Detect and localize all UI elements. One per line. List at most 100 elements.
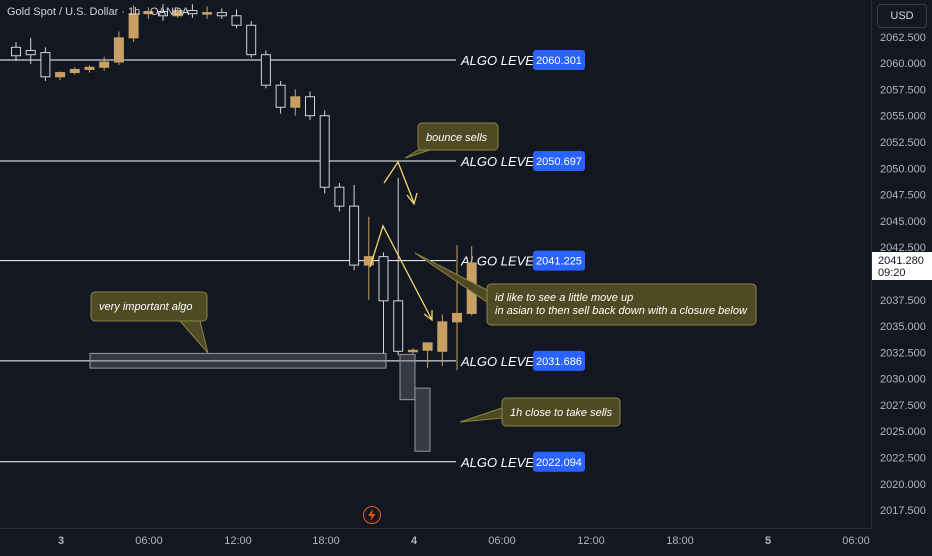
price-tick-label: 2032.500: [880, 347, 926, 359]
candle[interactable]: [393, 177, 404, 356]
candle[interactable]: [422, 342, 433, 369]
candle-body: [319, 115, 330, 188]
time-tick-label: 5: [765, 535, 771, 547]
callout-pointer: [459, 407, 503, 423]
price-tick-label: 2020.000: [880, 479, 926, 491]
price-tick-label: 2025.000: [880, 426, 926, 438]
candle[interactable]: [11, 42, 21, 62]
candle[interactable]: [40, 47, 51, 81]
annotation-callout[interactable]: bounce sells: [404, 122, 499, 159]
candle-body: [113, 37, 124, 63]
candle[interactable]: [231, 9, 242, 29]
candle[interactable]: [319, 110, 330, 194]
candle-body: [349, 205, 360, 266]
algo-level-label: ALGO LEVEL: [460, 455, 541, 470]
candle-body: [172, 10, 183, 17]
candle-body: [25, 49, 36, 56]
price-tick-label: 2047.500: [880, 190, 926, 202]
time-tick-label: 4: [411, 535, 418, 547]
callout-text-line: id like to see a little move up: [495, 292, 633, 304]
algo-level-label: ALGO LEVEL: [460, 254, 541, 269]
candle[interactable]: [55, 71, 66, 80]
callout-text-line: bounce sells: [426, 132, 488, 144]
candle[interactable]: [84, 65, 95, 73]
candle-body: [11, 46, 21, 57]
time-tick-label: 12:00: [577, 535, 605, 547]
bounce-path-arrow[interactable]: [383, 160, 415, 204]
candle[interactable]: [437, 314, 448, 367]
price-tick-label: 2057.500: [880, 84, 926, 96]
candle[interactable]: [25, 37, 36, 65]
algo-level-value: 2031.686: [536, 356, 582, 368]
candle-body: [407, 349, 418, 353]
currency-button[interactable]: USD: [877, 4, 927, 28]
callout-box: [501, 397, 621, 427]
current-price-badge: [872, 252, 932, 281]
price-tick-label: 2022.500: [880, 453, 926, 465]
time-axis[interactable]: 3 06:00 12:00 18:00 4 06:00 12:00 18:00 5 06:00: [0, 528, 871, 551]
candle[interactable]: [216, 8, 227, 19]
candle[interactable]: [349, 185, 360, 271]
candle-body: [216, 12, 227, 17]
algo-level-badge: [533, 250, 585, 271]
algo-level-value: 2041.225: [536, 256, 582, 268]
annotation-callout[interactable]: id like to see a little move up in asian …: [414, 252, 757, 326]
sell-path-arrow[interactable]: [369, 224, 433, 321]
candle[interactable]: [246, 21, 257, 58]
candle-body: [143, 11, 154, 15]
candle-body: [69, 68, 80, 74]
candle[interactable]: [452, 245, 462, 371]
candle[interactable]: [99, 56, 110, 71]
time-tick-label: 12:00: [224, 535, 252, 547]
candle[interactable]: [128, 5, 139, 43]
symbol-title: Gold Spot / U.S. Dollar · 1h · OANDA: [7, 6, 190, 18]
algo-level-label: ALGO LEVEL: [460, 53, 541, 68]
candle[interactable]: [172, 8, 183, 18]
callout-box: [486, 283, 757, 326]
price-tick-label: 2037.500: [880, 295, 926, 307]
candle-body: [84, 66, 95, 70]
algo-level-value: 2022.094: [536, 457, 582, 469]
projection-candle-box[interactable]: [399, 353, 416, 401]
callout-text-line: very important algo: [99, 301, 193, 313]
candle-body: [437, 321, 448, 352]
candle[interactable]: [187, 4, 198, 18]
lightning-icon[interactable]: [363, 506, 381, 524]
candle[interactable]: [363, 216, 374, 300]
candle[interactable]: [334, 183, 345, 212]
callout-pointer: [404, 149, 431, 159]
price-tick-label: 2060.000: [880, 58, 926, 70]
candle-body: [452, 312, 462, 323]
candle-body: [55, 72, 66, 78]
candle[interactable]: [158, 4, 168, 22]
price-tick-label: 2017.500: [880, 505, 926, 517]
candle-body: [378, 256, 389, 302]
candle[interactable]: [69, 67, 80, 75]
candle[interactable]: [260, 50, 271, 89]
candle[interactable]: [305, 91, 315, 120]
arrow-head: [406, 192, 418, 206]
callout-text-line: 1h close to take sells: [510, 407, 613, 419]
callout-pointer: [178, 320, 209, 354]
callout-text: 1h close to take sells: [510, 407, 613, 419]
candle-body: [202, 12, 213, 15]
algo-level-value: 2050.697: [536, 156, 582, 168]
price-tick-label: 2027.500: [880, 400, 926, 412]
candle[interactable]: [202, 6, 213, 19]
candle[interactable]: [290, 89, 301, 116]
candle[interactable]: [143, 7, 154, 19]
projection-candle-box[interactable]: [414, 387, 431, 452]
candle[interactable]: [113, 31, 124, 66]
callout-box: [90, 291, 208, 322]
candle[interactable]: [378, 252, 389, 354]
annotation-callout[interactable]: very important algo: [90, 291, 209, 354]
candle-body: [187, 10, 198, 15]
candle[interactable]: [275, 80, 286, 114]
price-axis[interactable]: 2062.500 2060.000 2057.500 2055.000 2052.500…: [871, 0, 932, 528]
annotation-callout[interactable]: 1h close to take sells: [459, 397, 621, 427]
candle-countdown-label: 09:20: [878, 267, 906, 279]
algo-zone-box[interactable]: [89, 352, 387, 369]
candle[interactable]: [407, 348, 418, 355]
